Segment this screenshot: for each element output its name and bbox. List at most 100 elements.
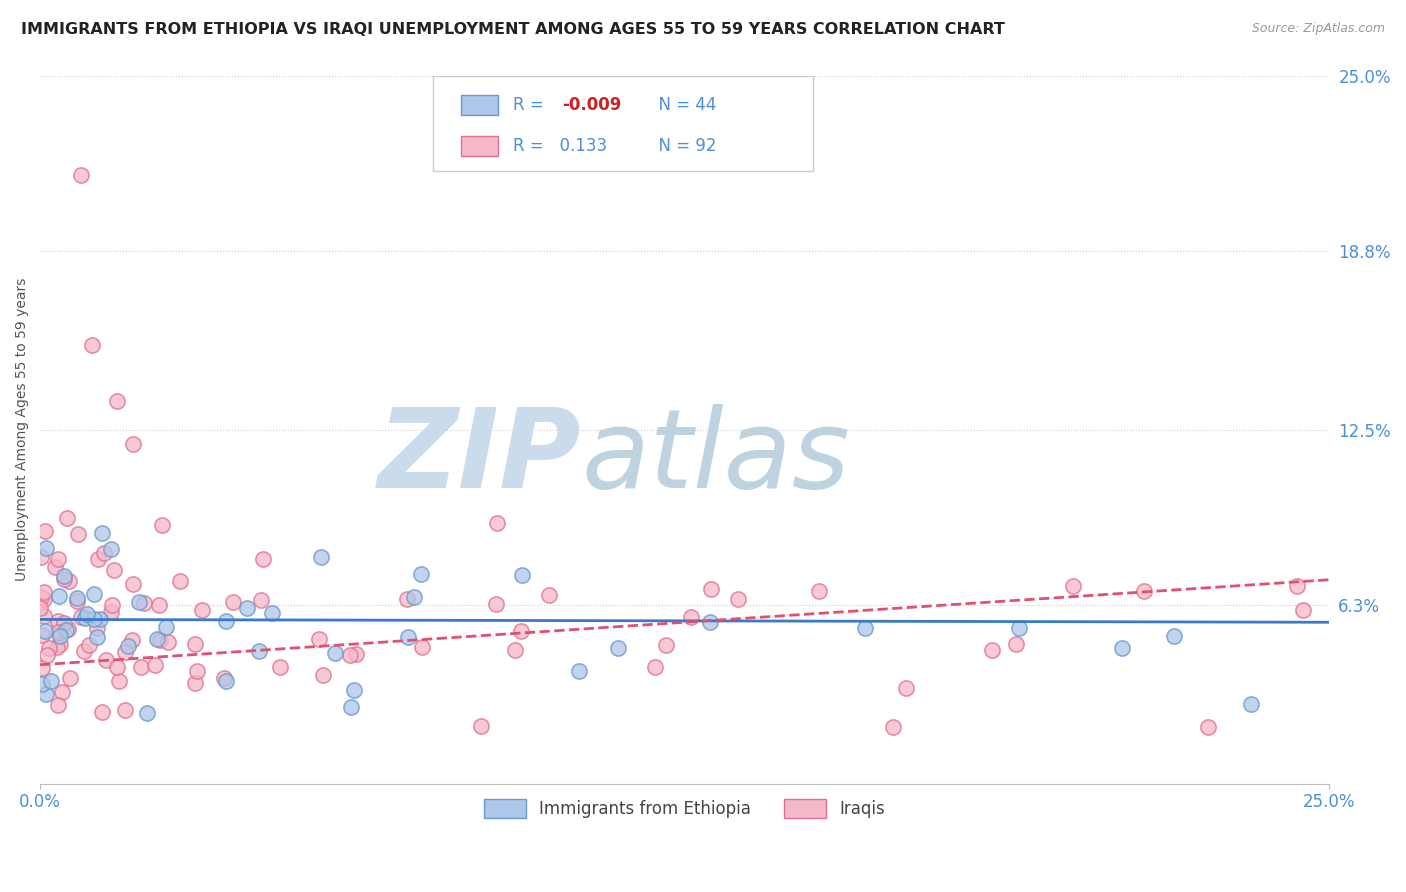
Point [39, 674, 62, 689]
Point [32, 592, 55, 607]
Point [215, 674, 238, 689]
Point [30, 590, 52, 604]
Point [52, 572, 75, 586]
Point [146, 632, 169, 647]
Text: atlas: atlas [581, 404, 849, 511]
Point [114, 645, 136, 659]
Point [103, 563, 125, 577]
Point [1008, 621, 1031, 635]
Point [343, 682, 366, 697]
Point [1111, 640, 1133, 655]
Point [44, 560, 66, 574]
Point [853, 621, 876, 635]
Point [1132, 583, 1154, 598]
Point [49, 629, 72, 643]
Point [107, 394, 129, 409]
Point [122, 437, 145, 451]
Point [87, 552, 110, 566]
FancyBboxPatch shape [461, 136, 498, 155]
Point [247, 644, 270, 658]
Point [66, 594, 89, 608]
Point [1240, 698, 1263, 712]
Point [184, 637, 207, 651]
Point [894, 681, 917, 696]
Point [252, 552, 274, 566]
Point [46, 625, 69, 640]
Point [55, 511, 77, 525]
Point [128, 595, 150, 609]
Point [90, 526, 112, 541]
Point [46, 698, 69, 712]
Point [155, 620, 177, 634]
Point [323, 646, 346, 660]
Point [46, 640, 69, 654]
Point [339, 648, 361, 662]
Point [486, 516, 509, 531]
Point [46, 552, 69, 566]
Point [108, 674, 131, 689]
Point [148, 598, 170, 612]
Text: IMMIGRANTS FROM ETHIOPIA VS IRAQI UNEMPLOYMENT AMONG AGES 55 TO 59 YEARS CORRELA: IMMIGRANTS FROM ETHIOPIA VS IRAQI UNEMPL… [21, 22, 1005, 37]
Point [1062, 578, 1084, 592]
Point [485, 597, 508, 611]
Point [105, 660, 128, 674]
Point [32, 608, 55, 623]
Point [66, 526, 89, 541]
Point [150, 518, 173, 533]
Text: N = 44: N = 44 [648, 96, 717, 114]
Point [77, 638, 100, 652]
Point [980, 643, 1002, 657]
Point [31, 677, 53, 691]
Point [183, 676, 205, 690]
Point [100, 542, 122, 557]
Point [83, 587, 105, 601]
Point [269, 659, 291, 673]
Point [470, 719, 492, 733]
Point [53, 615, 76, 630]
Point [607, 640, 630, 655]
Point [56, 622, 79, 636]
Point [143, 657, 166, 672]
Point [73, 644, 96, 658]
Text: ZIP: ZIP [378, 404, 581, 511]
Point [214, 671, 236, 685]
Point [90, 705, 112, 719]
Point [80, 337, 103, 351]
Point [31, 628, 53, 642]
Point [121, 577, 143, 591]
Point [236, 600, 259, 615]
Point [53, 569, 76, 583]
Point [66, 591, 89, 605]
Point [222, 595, 245, 609]
Point [157, 635, 180, 649]
Point [1005, 637, 1028, 651]
Point [132, 596, 155, 610]
Point [699, 615, 721, 630]
Point [1163, 629, 1185, 643]
Text: -0.009: -0.009 [562, 96, 621, 114]
Point [214, 615, 236, 629]
Point [644, 660, 666, 674]
Point [96, 652, 118, 666]
Point [69, 610, 91, 624]
Point [48, 615, 70, 629]
Point [1285, 579, 1308, 593]
Point [402, 590, 425, 604]
Point [31, 661, 53, 675]
Point [510, 624, 533, 638]
Point [117, 639, 139, 653]
Point [1292, 603, 1315, 617]
FancyBboxPatch shape [461, 95, 498, 115]
Point [35, 687, 58, 701]
Point [83, 612, 105, 626]
Point [49, 637, 72, 651]
Point [882, 720, 904, 734]
Point [1198, 720, 1220, 734]
Point [411, 640, 433, 654]
Point [86, 621, 108, 635]
Point [89, 612, 111, 626]
Point [568, 664, 591, 678]
Point [93, 545, 115, 559]
Point [169, 574, 191, 588]
Point [727, 592, 749, 607]
